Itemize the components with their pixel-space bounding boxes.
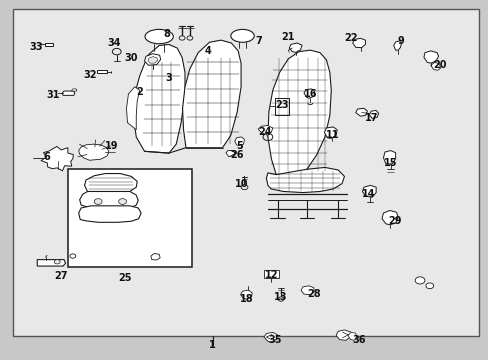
Polygon shape [368, 111, 378, 118]
Text: 5: 5 [236, 141, 243, 151]
Polygon shape [84, 174, 137, 194]
Text: 16: 16 [303, 89, 316, 99]
Text: 34: 34 [107, 38, 121, 48]
Text: 32: 32 [83, 70, 97, 80]
Bar [274, 98, 289, 115]
Polygon shape [324, 127, 336, 138]
Polygon shape [225, 150, 234, 157]
Polygon shape [393, 41, 401, 50]
Bar [68, 169, 192, 267]
Polygon shape [37, 260, 65, 266]
Polygon shape [240, 290, 252, 299]
Circle shape [54, 260, 60, 264]
Text: 22: 22 [344, 33, 357, 43]
Polygon shape [133, 44, 184, 153]
Polygon shape [301, 286, 314, 295]
Text: 15: 15 [383, 158, 397, 168]
Circle shape [241, 185, 247, 190]
Text: 31: 31 [46, 90, 60, 100]
Polygon shape [182, 40, 241, 148]
Text: 17: 17 [364, 113, 377, 123]
Circle shape [70, 254, 76, 258]
Polygon shape [126, 87, 140, 130]
Text: 21: 21 [281, 32, 295, 42]
Polygon shape [79, 144, 109, 160]
Text: 10: 10 [235, 179, 248, 189]
Text: 36: 36 [352, 334, 365, 345]
Polygon shape [264, 332, 277, 342]
Polygon shape [267, 50, 330, 175]
Polygon shape [62, 91, 75, 95]
Circle shape [425, 283, 433, 289]
Text: 18: 18 [240, 294, 253, 304]
Polygon shape [148, 57, 158, 63]
Circle shape [94, 199, 102, 204]
Circle shape [278, 297, 284, 301]
Polygon shape [347, 332, 356, 340]
Text: 25: 25 [118, 273, 131, 283]
Polygon shape [151, 253, 160, 260]
Text: 27: 27 [54, 271, 67, 281]
Text: 23: 23 [275, 100, 288, 110]
Polygon shape [352, 39, 365, 48]
Text: 9: 9 [396, 36, 403, 46]
Polygon shape [44, 42, 53, 45]
Polygon shape [430, 62, 440, 70]
Polygon shape [335, 330, 350, 340]
Polygon shape [381, 211, 397, 225]
Circle shape [414, 277, 424, 284]
Polygon shape [71, 89, 77, 91]
Text: 33: 33 [29, 42, 42, 51]
Polygon shape [80, 192, 138, 210]
Text: 4: 4 [204, 46, 211, 56]
Circle shape [119, 199, 126, 204]
Text: 7: 7 [255, 36, 262, 46]
Bar [264, 270, 278, 278]
Polygon shape [41, 147, 73, 171]
Text: 29: 29 [387, 216, 401, 226]
Text: 30: 30 [124, 53, 138, 63]
Ellipse shape [230, 30, 254, 42]
Polygon shape [266, 167, 344, 193]
Text: 24: 24 [258, 127, 272, 137]
Circle shape [186, 36, 192, 40]
Polygon shape [258, 126, 272, 134]
Text: 2: 2 [136, 87, 143, 97]
Text: 19: 19 [105, 141, 119, 151]
Circle shape [179, 36, 184, 40]
Text: 14: 14 [361, 189, 375, 199]
Polygon shape [304, 89, 314, 98]
Text: 26: 26 [229, 150, 243, 160]
Text: 6: 6 [43, 152, 50, 162]
Text: 3: 3 [165, 73, 172, 83]
Polygon shape [97, 70, 107, 73]
Text: 20: 20 [432, 60, 446, 70]
Polygon shape [383, 150, 395, 164]
Ellipse shape [145, 30, 173, 44]
Text: 28: 28 [307, 289, 321, 299]
Text: 35: 35 [267, 334, 281, 345]
Circle shape [112, 48, 121, 55]
Text: 8: 8 [163, 29, 169, 39]
Polygon shape [79, 206, 141, 222]
Polygon shape [144, 54, 160, 65]
Polygon shape [423, 51, 438, 63]
Polygon shape [355, 108, 366, 116]
Polygon shape [362, 185, 375, 197]
Polygon shape [234, 137, 244, 145]
Text: 13: 13 [274, 292, 287, 302]
Text: 11: 11 [325, 130, 338, 140]
Polygon shape [289, 43, 302, 52]
Text: 1: 1 [209, 340, 216, 350]
Text: 12: 12 [264, 270, 278, 280]
